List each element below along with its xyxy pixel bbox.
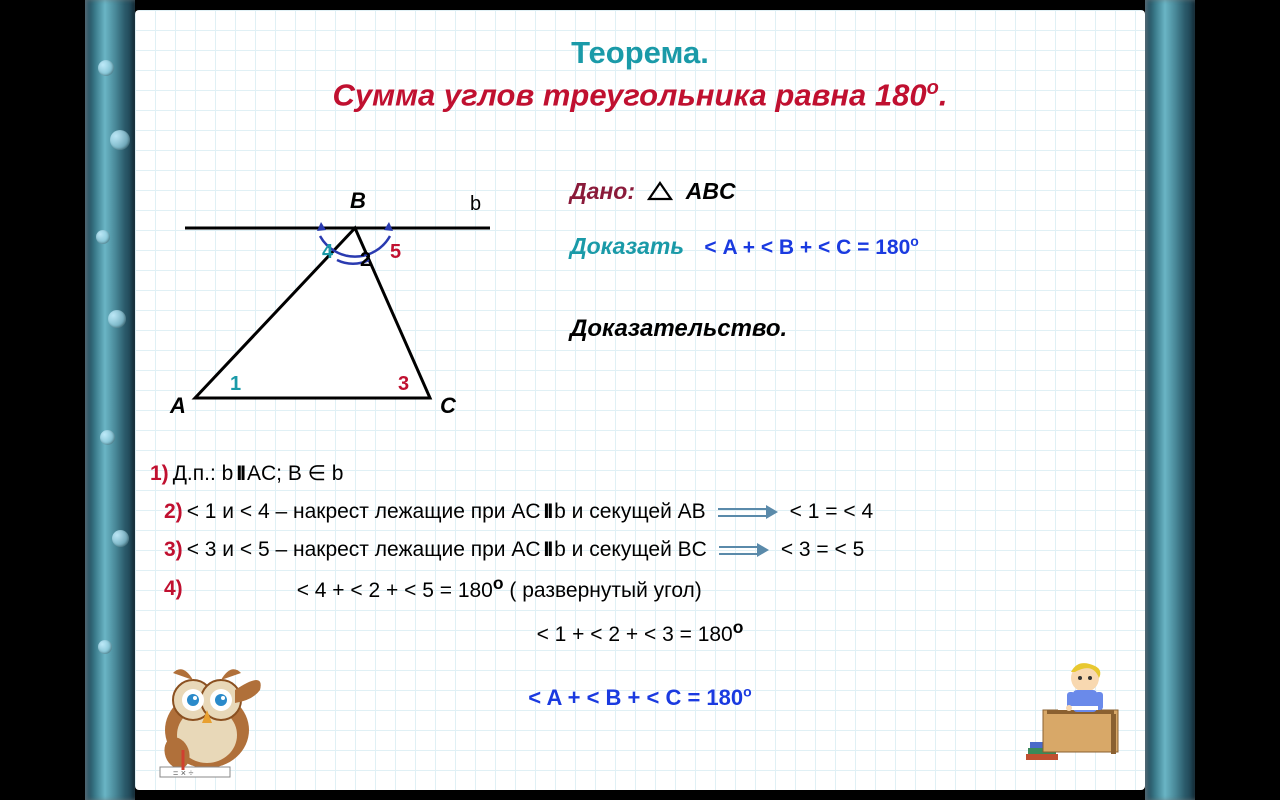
parallel-symbol: II [541, 494, 555, 530]
svg-text:5: 5 [390, 241, 401, 263]
prove-line: Доказать < A + < B + < C = 180о [570, 233, 1130, 260]
svg-text:C: C [440, 393, 457, 418]
svg-text:3: 3 [398, 373, 409, 395]
water-bubble [100, 430, 115, 445]
svg-text:2: 2 [360, 249, 371, 271]
prove-eq-text: < A + < B + < C = 180 [704, 236, 910, 259]
svg-text:1: 1 [230, 373, 241, 395]
frame-border-right [1145, 0, 1195, 800]
step4-note: ( развернутый угол) [504, 579, 702, 602]
step1-text-b: AC; B ∈ b [247, 456, 344, 492]
step3-text-b: b и секущей BC [554, 532, 707, 568]
triangle-symbol-icon [647, 178, 673, 205]
given-line: Дано: ABC [570, 178, 1130, 205]
title-degree-sup: о [927, 77, 939, 99]
proof-header: Доказательство. [570, 315, 1130, 343]
svg-text:B: B [350, 188, 366, 213]
water-bubble [110, 130, 130, 150]
step2-result: < 1 = < 4 [790, 494, 874, 530]
water-bubble [98, 60, 114, 76]
svg-text:4: 4 [322, 241, 334, 263]
title-text: Сумма углов треугольника равна 180 [333, 77, 927, 112]
proof-step-4: 4) < 4 + < 2 + < 5 = 180о ( развернутый … [150, 569, 1130, 609]
final-eq-text: < A + < B + < C = 180 [528, 685, 743, 710]
step5-eq-sup: о [733, 617, 744, 637]
title-period: . [939, 77, 948, 112]
slide-content: Теорема. Сумма углов треугольника равна … [135, 10, 1145, 790]
given-label: Дано: [570, 178, 635, 204]
proof-step-5: < 1 + < 2 + < 3 = 180о [150, 613, 1130, 653]
step4-number: 4) [164, 571, 183, 607]
content-top-row: ABCb12345 Дано: ABC Доказать < A + < B +… [150, 168, 1130, 438]
given-triangle-name: ABC [686, 178, 736, 204]
step4-equation: < 4 + < 2 + < 5 = 180о ( развернутый уго… [297, 569, 702, 609]
prove-label: Доказать [570, 233, 684, 259]
svg-text:A: A [169, 393, 186, 418]
title-theorem: Теорема. [150, 35, 1130, 71]
step3-result: < 3 = < 5 [781, 532, 865, 568]
diagram-svg: A B Cb 1 2 3 4 5 [150, 168, 510, 438]
proof-step-3: 3) < 3 и < 5 – накрест лежащие при AC II… [150, 532, 1130, 568]
proof-step-1: 1) Д.п.: b II AC; B ∈ b [150, 456, 1130, 492]
student-illustration [1023, 648, 1133, 768]
step2-number: 2) [164, 494, 183, 530]
prove-eq-sup: о [910, 233, 919, 249]
prove-equation: < A + < B + < C = 180о [704, 236, 918, 259]
implies-arrow-icon [718, 505, 778, 519]
frame-border-left [85, 0, 135, 800]
proof-step-2: 2) < 1 и < 4 – накрест лежащие при AC II… [150, 494, 1130, 530]
water-bubble [96, 230, 110, 244]
step2-text-b: b и секущей AB [554, 494, 705, 530]
water-bubble [112, 530, 129, 547]
final-eq-sup: о [743, 683, 752, 699]
step4-eq-sup: о [493, 573, 504, 593]
title-statement: Сумма углов треугольника равна 180о. [150, 77, 1130, 113]
step3-number: 3) [164, 532, 183, 568]
triangle-diagram: A B Cb 1 2 3 4 5 [150, 168, 510, 438]
given-prove-block: Дано: ABC Доказать < A + < B + < C = 180… [570, 168, 1130, 438]
step1-number: 1) [150, 456, 169, 492]
parallel-symbol: II [233, 456, 247, 492]
owl-illustration: = × ÷ [135, 645, 280, 780]
step1-text-a: Д.п.: b [173, 456, 234, 492]
final-equation: < A + < B + < C = 180о [150, 679, 1130, 716]
step3-text: < 3 и < 5 – накрест лежащие при AC [187, 532, 541, 568]
proof-body: 1) Д.п.: b II AC; B ∈ b 2) < 1 и < 4 – н… [150, 456, 1130, 716]
water-bubble [98, 640, 112, 654]
parallel-symbol: II [541, 532, 555, 568]
step4-eq-text: < 4 + < 2 + < 5 = 180 [297, 579, 493, 602]
water-bubble [108, 310, 126, 328]
implies-arrow-icon [719, 543, 769, 557]
svg-text:b: b [470, 193, 481, 215]
step2-text: < 1 и < 4 – накрест лежащие при AC [187, 494, 541, 530]
step5-eq-text: < 1 + < 2 + < 3 = 180 [537, 623, 733, 646]
